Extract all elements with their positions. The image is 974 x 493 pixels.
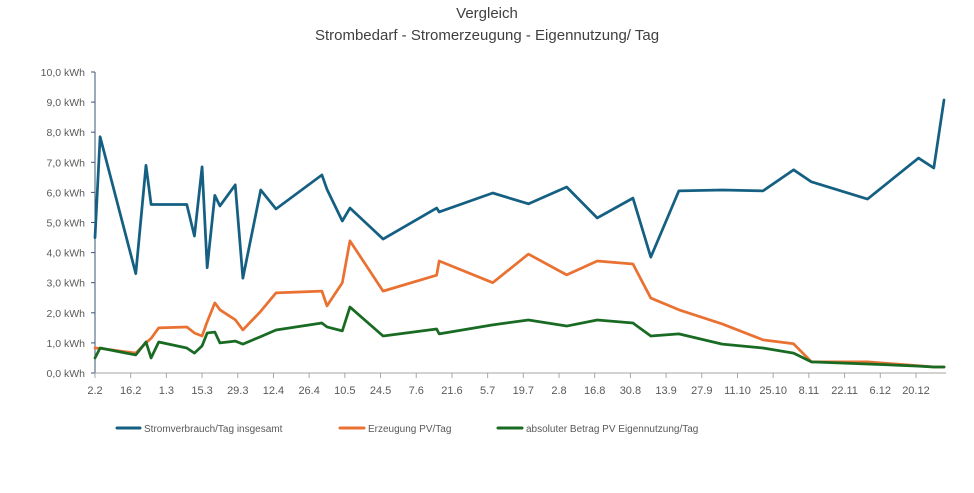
y-tick-label: 7,0 kWh xyxy=(46,157,85,169)
y-tick-label: 8,0 kWh xyxy=(46,127,85,139)
x-tick-label: 25.10 xyxy=(759,385,787,397)
x-tick-label: 21.6 xyxy=(441,385,462,397)
series-line-stromverbrauch-tag-insgesamt xyxy=(93,98,946,280)
legend-item-eigennutzung: absoluter Betrag PV Eigennutzung/Tag xyxy=(496,424,698,435)
legend-item-erzeugung: Erzeugung PV/Tag xyxy=(338,424,451,435)
chart-subtitle: Strombedarf - Stromerzeugung - Eigennutz… xyxy=(315,27,659,44)
x-tick-label: 24.5 xyxy=(370,385,391,397)
y-tick-label: 2,0 kWh xyxy=(46,308,85,320)
y-tick-label: 3,0 kWh xyxy=(46,278,85,290)
x-tick-label: 5.7 xyxy=(480,385,495,397)
x-tick-label: 30.8 xyxy=(620,385,641,397)
x-tick-label: 12.4 xyxy=(263,385,284,397)
x-tick-label: 29.3 xyxy=(227,385,248,397)
x-tick-label: 16.2 xyxy=(120,385,141,397)
y-tick-label: 0,0 kWh xyxy=(46,368,85,380)
y-tick-label: 4,0 kWh xyxy=(46,248,85,260)
x-tick-label: 6.12 xyxy=(870,385,891,397)
y-tick-label: 10,0 kWh xyxy=(41,67,86,79)
x-tick-label: 22.11 xyxy=(831,385,858,397)
x-tick-label: 27.9 xyxy=(691,385,712,397)
x-tick-label: 7.6 xyxy=(409,385,424,397)
legend-label-stromverbrauch: Stromverbrauch/Tag insgesamt xyxy=(144,424,283,435)
legend-label-eigennutzung: absoluter Betrag PV Eigennutzung/Tag xyxy=(526,424,698,435)
y-axis: 0,0 kWh 1,0 kWh 2,0 kWh 3,0 kWh 4,0 kWh 5,0 k… xyxy=(41,67,96,380)
series-line-absoluter-betrag-pv-eigennutzung-tag xyxy=(93,305,946,369)
legend-label-erzeugung: Erzeugung PV/Tag xyxy=(368,424,451,435)
y-tick-label: 5,0 kWh xyxy=(46,218,85,230)
x-tick-label: 26.4 xyxy=(298,385,319,397)
series-absoluter-betrag-pv-eigennutzung-tag xyxy=(93,305,946,369)
series-erzeugung-pv-tag xyxy=(93,239,946,369)
y-tick-label: 9,0 kWh xyxy=(46,97,85,109)
chart-title: Vergleich xyxy=(456,5,518,22)
x-tick-label: 2.2 xyxy=(87,385,102,397)
x-tick-label: 19.7 xyxy=(513,385,534,397)
x-tick-label: 8.11 xyxy=(799,385,820,397)
legend: Stromverbrauch/Tag insgesamt Erzeugung P… xyxy=(115,424,698,435)
x-tick-label: 20.12 xyxy=(902,385,930,397)
legend-item-stromverbrauch: Stromverbrauch/Tag insgesamt xyxy=(115,424,283,435)
y-tick-label: 1,0 kWh xyxy=(46,338,85,350)
x-tick-label: 2.8 xyxy=(551,385,566,397)
y-tick-label: 6,0 kWh xyxy=(46,187,85,199)
x-tick-label: 1.3 xyxy=(159,385,174,397)
series-line-erzeugung-pv-tag xyxy=(93,239,946,369)
x-tick-label: 16.8 xyxy=(584,385,605,397)
x-tick-label: 11.10 xyxy=(724,385,751,397)
series-layer xyxy=(93,98,946,369)
x-tick-label: 15.3 xyxy=(191,385,212,397)
x-tick-label: 10.5 xyxy=(334,385,355,397)
x-axis: 2.2 16.2 1.3 15.3 29.3 12.4 26.4 10.5 24.5 7.6 21.… xyxy=(87,372,946,397)
x-tick-label: 13.9 xyxy=(655,385,676,397)
series-stromverbrauch-tag-insgesamt xyxy=(93,98,946,280)
